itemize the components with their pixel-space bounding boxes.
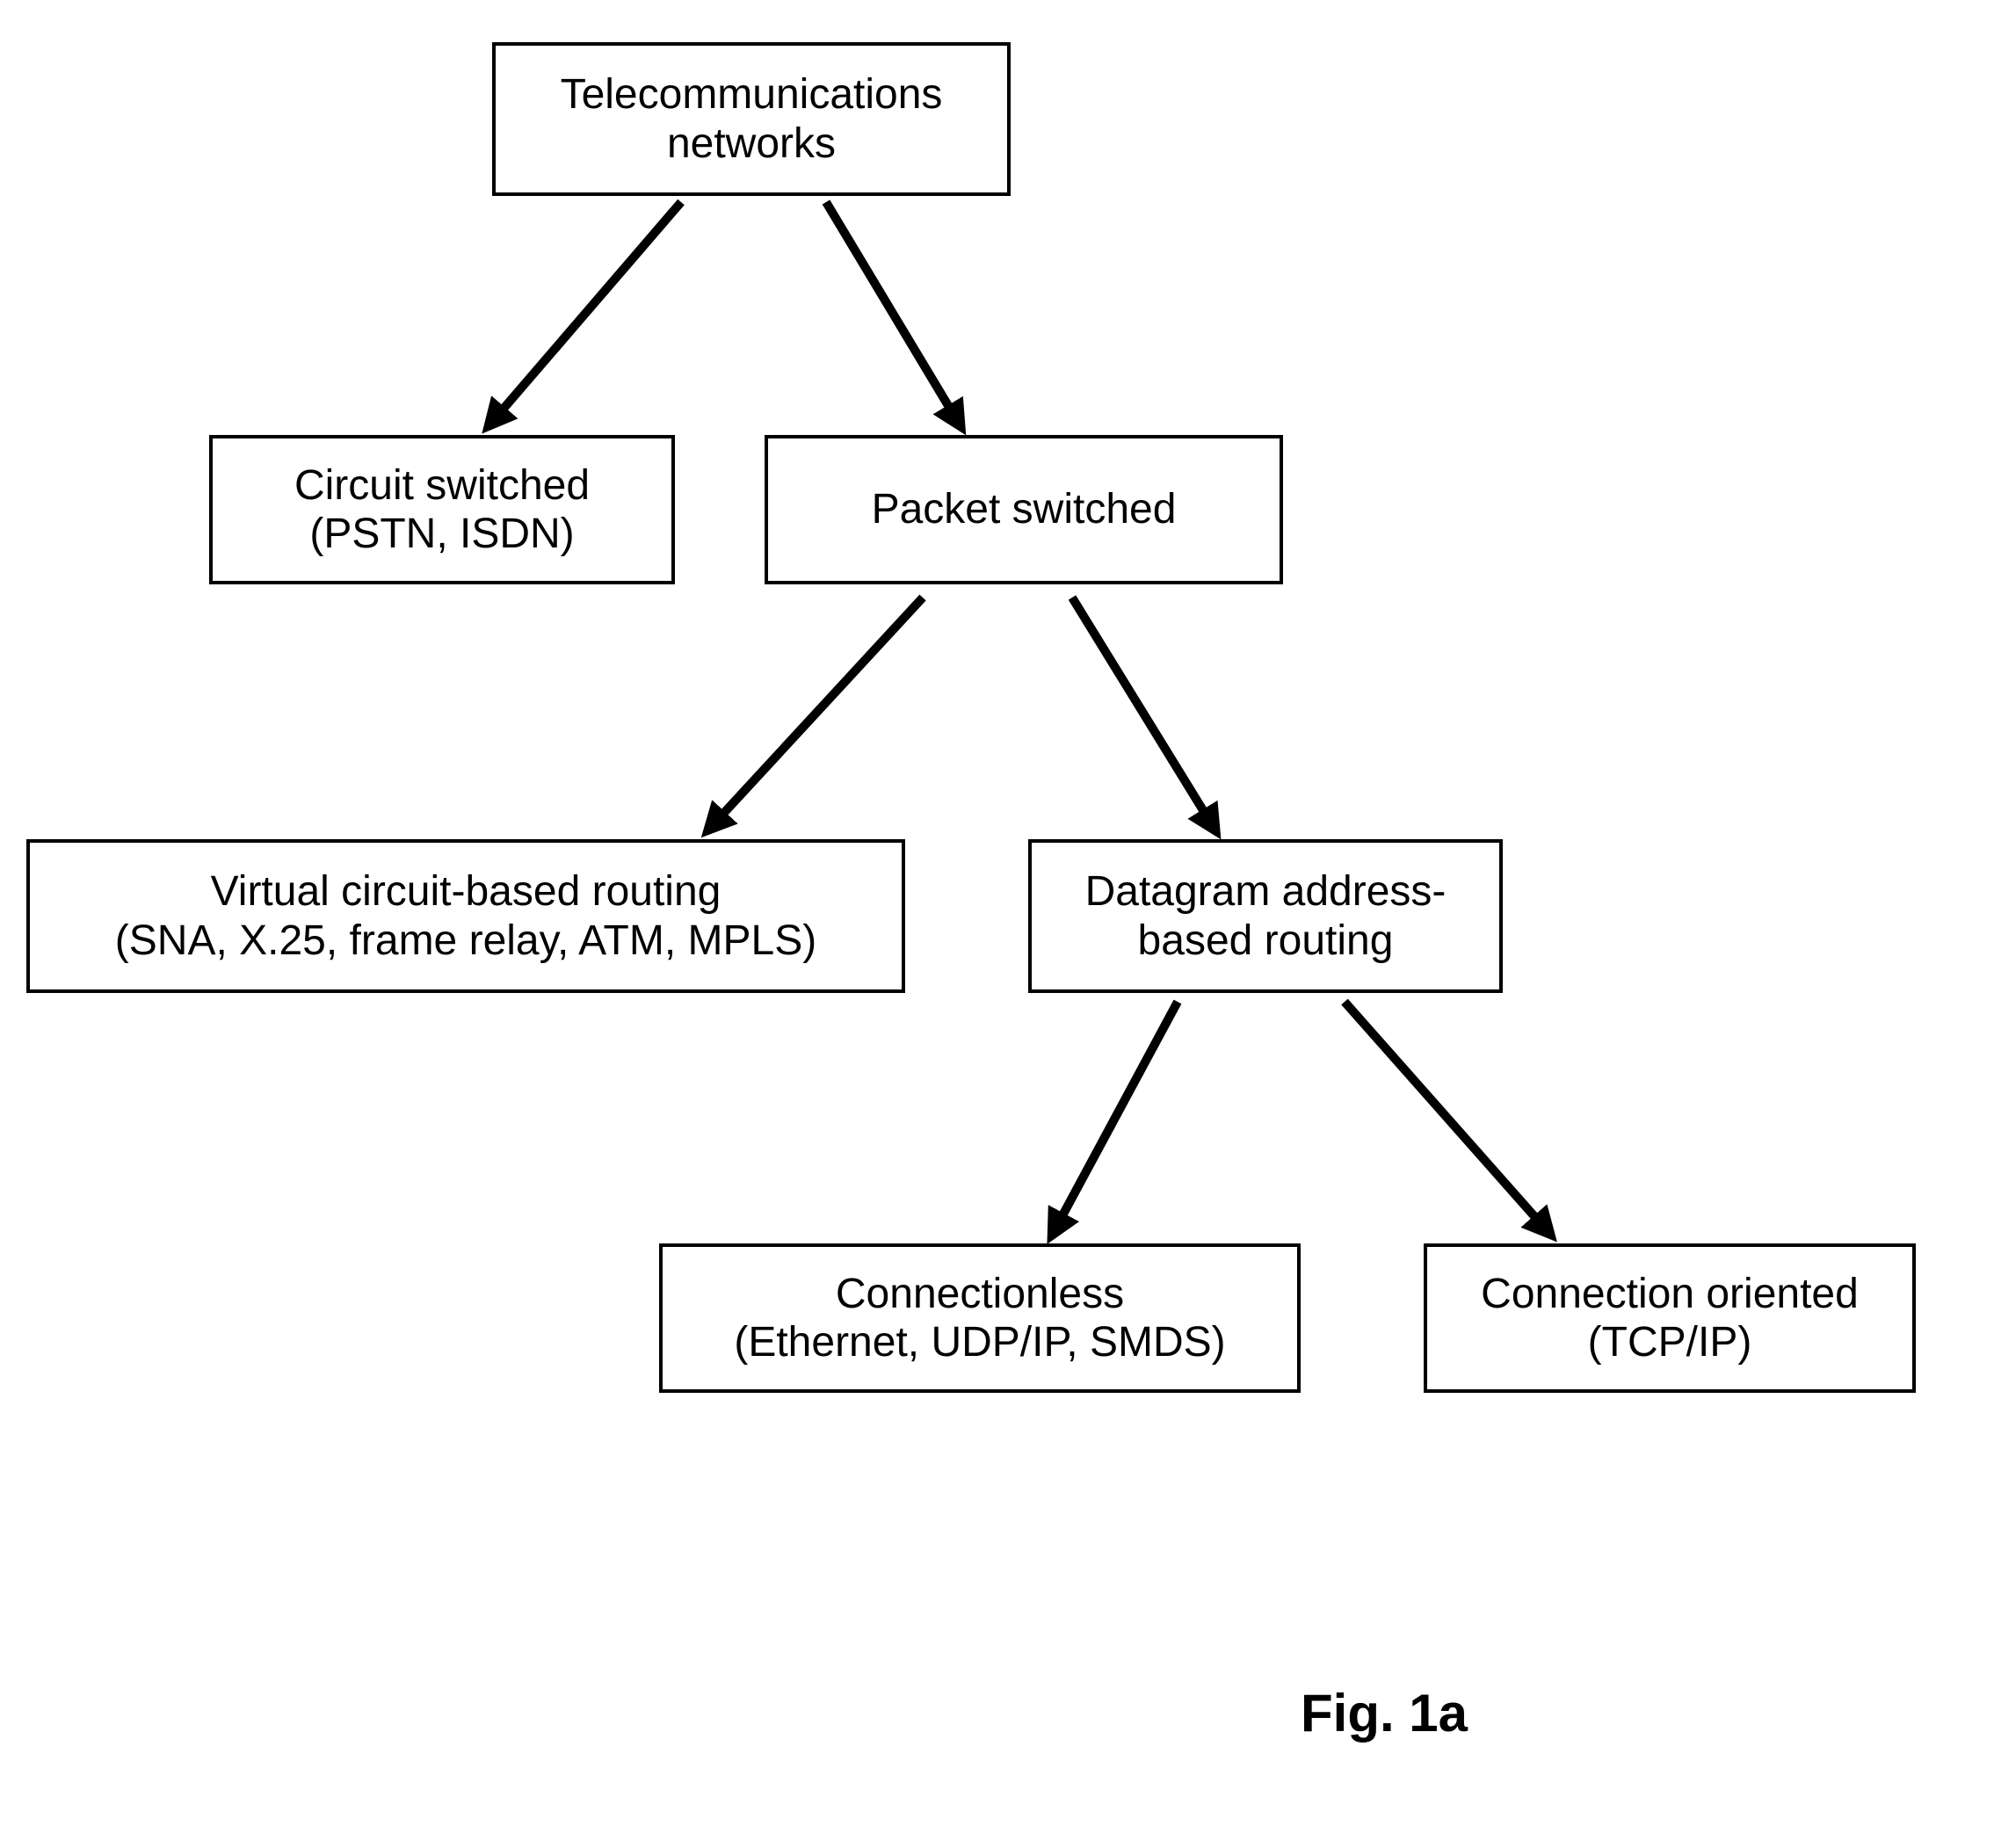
node-label: Connectionless (Ethernet, UDP/IP, SMDS)	[734, 1270, 1225, 1366]
figure-caption: Fig. 1a	[1301, 1683, 1468, 1743]
node-root: Telecommunications networks	[492, 42, 1011, 196]
edge-datagram-cl	[1055, 1002, 1178, 1230]
node-label: Packet switched	[872, 485, 1177, 533]
edge-root-circuit	[492, 202, 681, 422]
node-label: Datagram address- based routing	[1085, 867, 1447, 964]
edge-packet-vc	[712, 598, 923, 826]
edge-packet-datagram	[1072, 598, 1213, 826]
node-packet: Packet switched	[765, 435, 1283, 584]
node-label: Connection oriented (TCP/IP)	[1481, 1270, 1859, 1366]
node-co: Connection oriented (TCP/IP)	[1424, 1243, 1916, 1393]
node-vc: Virtual circuit-based routing (SNA, X.25…	[26, 839, 905, 993]
node-cl: Connectionless (Ethernet, UDP/IP, SMDS)	[659, 1243, 1301, 1393]
node-label: Telecommunications networks	[561, 70, 943, 167]
node-datagram: Datagram address- based routing	[1028, 839, 1503, 993]
node-label: Virtual circuit-based routing (SNA, X.25…	[115, 867, 816, 964]
node-circuit: Circuit switched (PSTN, ISDN)	[209, 435, 675, 584]
edge-datagram-co	[1345, 1002, 1547, 1230]
node-label: Circuit switched (PSTN, ISDN)	[294, 461, 590, 558]
edge-root-packet	[826, 202, 958, 422]
caption-text: Fig. 1a	[1301, 1684, 1468, 1743]
